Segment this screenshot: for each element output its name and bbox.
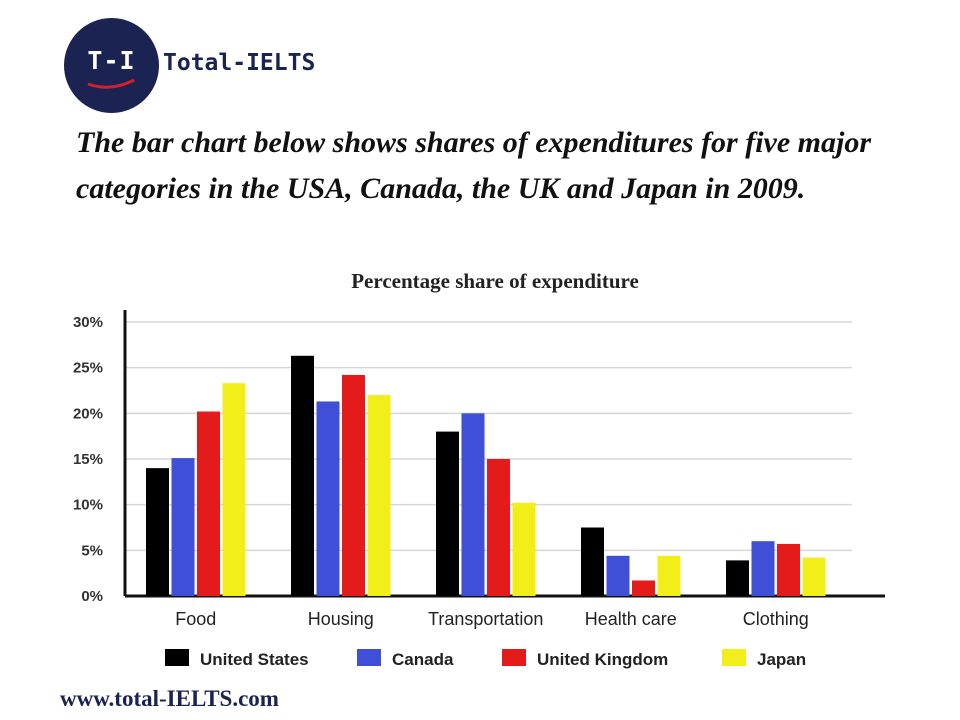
- x-category-label: Clothing: [743, 609, 809, 629]
- legend-swatch: [357, 649, 381, 666]
- bar-united-kingdom: [632, 580, 655, 596]
- bar-united-kingdom: [197, 411, 220, 596]
- bar-united-states: [436, 431, 459, 596]
- x-category-label: Food: [175, 609, 216, 629]
- bar-japan: [657, 555, 681, 596]
- bar-canada: [751, 541, 775, 596]
- y-tick-label: 5%: [81, 542, 103, 559]
- y-tick-label: 0%: [81, 588, 103, 605]
- bar-japan: [512, 502, 536, 596]
- y-tick-label: 10%: [73, 497, 103, 514]
- y-tick-label: 15%: [73, 451, 103, 468]
- legend-label: United States: [200, 650, 309, 669]
- legend-swatch: [722, 649, 746, 666]
- bar-united-kingdom: [342, 374, 365, 596]
- legend-label: Japan: [757, 650, 806, 669]
- x-category-label: Housing: [308, 609, 374, 629]
- bar-canada: [606, 555, 630, 596]
- bar-united-states: [291, 355, 314, 596]
- bar-canada: [171, 458, 195, 596]
- chart-title: Percentage share of expenditure: [351, 269, 639, 293]
- logo-monogram: T-I: [87, 46, 136, 75]
- legend-swatch: [502, 649, 526, 666]
- footer-url[interactable]: www.total-IELTS.com: [60, 686, 279, 711]
- x-category-label: Transportation: [428, 609, 543, 629]
- logo-swoosh-icon: [87, 78, 135, 89]
- legend-label: United Kingdom: [537, 650, 668, 669]
- task-heading: The bar chart below shows shares of expe…: [76, 126, 872, 205]
- x-category-label: Health care: [585, 609, 677, 629]
- bar-canada: [316, 401, 340, 596]
- bar-united-states: [581, 527, 604, 596]
- brand-name: Total-IELTS: [163, 50, 316, 76]
- legend-swatch: [165, 649, 189, 666]
- bar-united-states: [726, 560, 749, 596]
- bar-japan: [802, 557, 826, 596]
- bar-united-kingdom: [487, 459, 510, 596]
- bar-japan: [367, 395, 391, 596]
- bar-japan: [222, 383, 246, 596]
- legend-label: Canada: [392, 650, 454, 669]
- bar-united-kingdom: [777, 543, 800, 596]
- y-tick-label: 25%: [73, 360, 103, 377]
- bar-united-states: [146, 468, 169, 596]
- y-tick-label: 20%: [73, 405, 103, 422]
- logo-badge: T-I: [64, 18, 159, 113]
- y-tick-label: 30%: [73, 314, 103, 331]
- bar-canada: [461, 413, 485, 596]
